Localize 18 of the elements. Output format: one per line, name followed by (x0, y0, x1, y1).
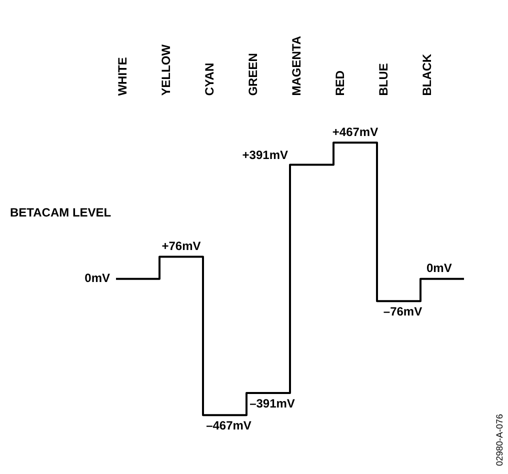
text: 02980-A-076 (494, 414, 504, 466)
data-label: –467mV (206, 418, 252, 432)
x-tick-label: BLUE (376, 63, 391, 96)
text: BETACAM LEVEL (10, 205, 112, 220)
x-tick-label: GREEN (246, 53, 260, 96)
x-tick-label: MAGENTA (290, 36, 304, 96)
data-label: –76mV (383, 304, 422, 318)
x-tick-label: YELLOW (159, 44, 174, 96)
data-label: +467mV (332, 124, 378, 139)
data-label: +391mV (242, 148, 288, 162)
x-tick-label: BLACK (420, 53, 434, 96)
x-tick-label: CYAN (202, 62, 217, 96)
x-tick-label: WHITE (116, 57, 130, 96)
x-tick-label: RED (333, 70, 348, 96)
data-label: 0mV (426, 261, 452, 276)
data-label: 0mV (84, 271, 110, 286)
data-label: +76mV (162, 239, 201, 254)
data-label: –391mV (250, 396, 295, 410)
